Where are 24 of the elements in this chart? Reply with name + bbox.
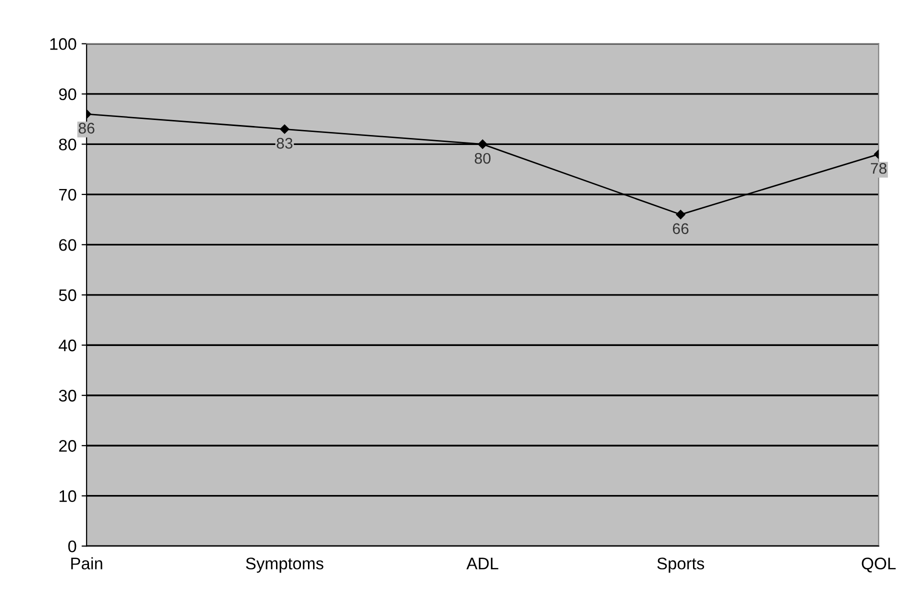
point [676, 210, 686, 220]
y-tick-label: 10 [60, 490, 76, 502]
x-tick-label: Pain [71, 557, 102, 570]
x-tick-label: Sports [657, 558, 704, 573]
y-tick-label: 70 [59, 188, 76, 201]
y-tick-label: 30 [58, 390, 76, 402]
y-tick-label: 90 [59, 88, 76, 100]
y-tick-label: 20 [59, 440, 76, 452]
y-tick-label: 60 [59, 239, 76, 251]
y-tick-label: 50 [58, 289, 76, 302]
y-tick-label: 0 [68, 540, 76, 552]
point [478, 140, 488, 149]
y-tick-label: 40 [58, 340, 76, 352]
x-tick-label: Symptoms [246, 558, 324, 573]
data-label: 83 [276, 138, 292, 149]
data-label: 78 [870, 162, 886, 174]
x-tick-label: ADL [466, 558, 498, 570]
point [280, 124, 290, 134]
data-label: 80 [474, 152, 491, 164]
x-tick-label: QOL [862, 558, 896, 572]
y-tick-label: 80 [59, 138, 76, 150]
y-tick-label: 100 [50, 38, 76, 50]
data-label: 86 [78, 122, 94, 134]
data-label: 66 [672, 223, 688, 234]
